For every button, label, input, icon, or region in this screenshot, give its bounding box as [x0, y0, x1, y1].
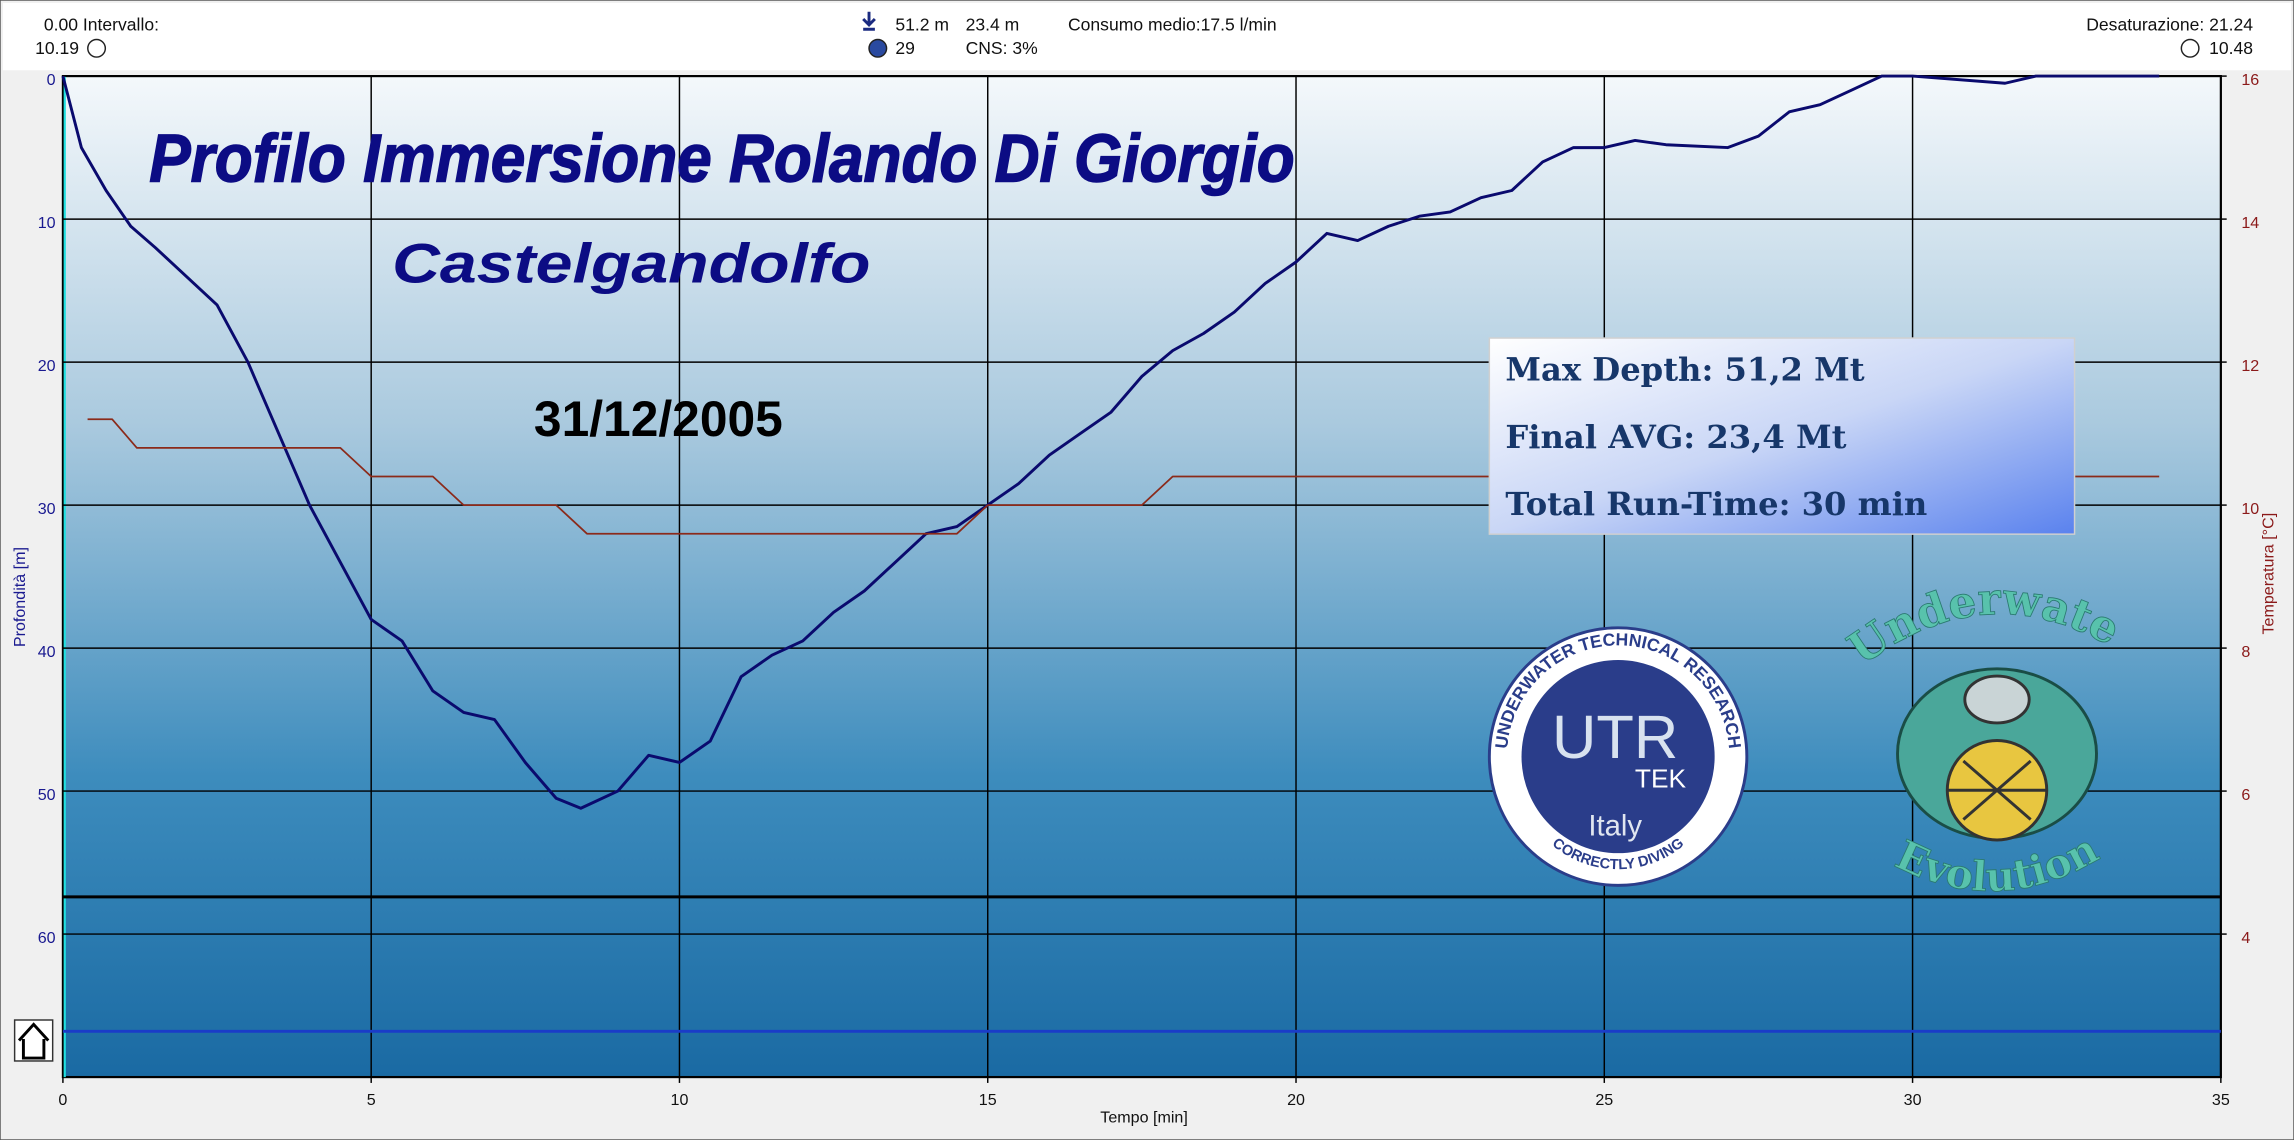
end-time: 10.48 [2209, 38, 2253, 58]
x-tick-label: 5 [367, 1091, 376, 1109]
chart-title: Profilo Immersione Rolando Di Giorgio [149, 121, 1295, 196]
y-axis-label: Profondità [m] [11, 547, 29, 647]
y2-tick-label: 12 [2241, 357, 2259, 375]
y2-tick-label: 10 [2241, 500, 2259, 518]
header-bar [2, 2, 2292, 71]
x-tick-label: 0 [58, 1091, 67, 1109]
utr-logo-inner [1521, 660, 1715, 854]
utr-letters: UTR [1552, 703, 1678, 772]
interval-time: 10.19 [35, 38, 79, 58]
plot-area [61, 75, 2222, 1079]
y-tick-label: 40 [38, 643, 56, 661]
y-tick-label: 0 [47, 71, 56, 89]
y-tick-label: 30 [38, 500, 56, 518]
x-tick-label: 10 [671, 1091, 689, 1109]
series-lines [61, 74, 2160, 810]
y-tick-label: 10 [38, 214, 56, 232]
interval-label: 0.00 Intervallo: [44, 15, 159, 35]
chart-subtitle: Castelgandolfo [392, 232, 870, 294]
clock-icon [87, 38, 107, 58]
x-tick-label: 25 [1595, 1091, 1613, 1109]
utr-tek: TEK [1635, 763, 1687, 793]
y2-axis-label: Temperatura [°C] [2260, 513, 2278, 635]
y-tick-label: 20 [38, 357, 56, 375]
y2-tick-label: 4 [2241, 929, 2250, 947]
dive-icon [868, 38, 888, 58]
depth-line [61, 74, 2160, 810]
grid [62, 75, 2222, 1078]
info-line: Max Depth: 51,2 Mt [1505, 350, 1864, 388]
depth-icon [862, 11, 876, 31]
uw-logo-mask [1963, 674, 2031, 725]
utr-country: Italy [1588, 811, 1642, 843]
axes: 0 5 10 15 20 25 30 35 0 10 20 30 40 50 60 4 6 8 10 12 14 16 [38, 71, 2260, 1109]
y2-tick-label: 14 [2241, 214, 2259, 232]
info-line: Total Run-Time: 30 min [1505, 485, 1927, 523]
info-line: Final AVG: 23,4 Mt [1505, 418, 1846, 456]
y2-tick-label: 8 [2241, 643, 2250, 661]
x-tick-label: 35 [2212, 1091, 2230, 1109]
cns: CNS: 3% [966, 38, 1038, 58]
avg-depth: 23.4 m [966, 15, 1020, 35]
consumption: Consumo medio:17.5 l/min [1068, 15, 1277, 35]
x-tick-label: 15 [979, 1091, 997, 1109]
dive-count: 29 [895, 38, 915, 58]
home-icon [17, 1022, 50, 1060]
x-tick-label: 30 [1904, 1091, 1922, 1109]
clock-icon [2180, 38, 2200, 58]
y-tick-label: 60 [38, 929, 56, 947]
x-tick-label: 20 [1287, 1091, 1305, 1109]
info-box [1488, 337, 2076, 535]
x-axis-label: Tempo [min] [1100, 1108, 1188, 1126]
max-depth: 51.2 m [895, 15, 949, 35]
date: 31/12/2005 [534, 391, 783, 447]
y-tick-label: 50 [38, 786, 56, 804]
uw-logo-lines [1947, 759, 2047, 821]
temperature-line [87, 418, 2160, 535]
desaturation: Desaturazione: 21.24 [2086, 15, 2253, 35]
y2-tick-label: 6 [2241, 786, 2250, 804]
y2-tick-label: 16 [2241, 71, 2259, 89]
